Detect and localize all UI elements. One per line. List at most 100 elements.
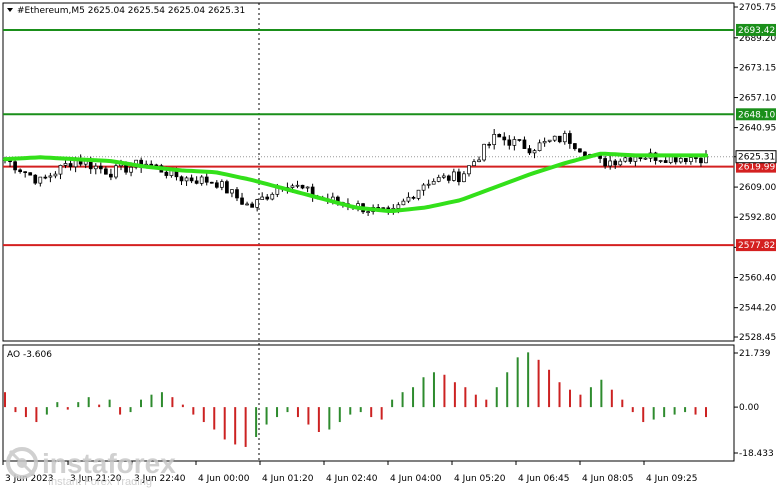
candle-body	[235, 189, 239, 199]
candle-body	[618, 160, 623, 166]
price-level-tag	[736, 239, 776, 252]
candle-body	[396, 204, 401, 209]
price-tick-label: 2640.95	[739, 124, 776, 134]
candle-body	[623, 157, 628, 162]
candle-body	[194, 180, 199, 184]
candle-body	[502, 136, 507, 141]
candle-body	[507, 139, 512, 146]
price-axis: 2705.75 2689.20 2673.15 2657.10 2640.95 2625.…	[734, 3, 776, 343]
candle-body	[305, 186, 310, 189]
candle-body	[658, 160, 663, 162]
candle-body	[683, 158, 688, 163]
candle-body	[532, 150, 537, 154]
price-levels	[3, 28, 734, 247]
candle-body	[63, 163, 68, 166]
candle-body	[694, 157, 698, 159]
candle-body	[689, 157, 693, 163]
price-tags: 2693.42 2648.10 2619.99 2577.82 2625.31	[735, 23, 777, 252]
candle-body	[245, 203, 249, 206]
time-tick-label: 3 Jun 21:20	[70, 474, 122, 484]
candle-body	[109, 173, 113, 178]
candle-body	[547, 139, 552, 142]
candle-body	[457, 171, 461, 183]
candle-body	[114, 165, 118, 178]
price-tick-label: 2528.45	[739, 333, 776, 343]
price-tick-label: 2657.10	[739, 94, 776, 104]
candle-body	[33, 174, 38, 184]
ao-histogram	[4, 352, 707, 447]
candle-body	[265, 196, 270, 200]
candle-body	[608, 160, 613, 167]
candle-body	[179, 176, 184, 182]
watermark-brand: instaforex	[42, 448, 176, 479]
time-tick-label: 3 Jun 22:40	[134, 474, 186, 484]
price-tick-label: 2592.80	[739, 213, 776, 223]
time-tick-label: 4 Jun 09:25	[646, 474, 697, 484]
candle-body	[214, 182, 219, 188]
time-tick-label: 4 Jun 01:20	[262, 474, 314, 484]
price-level-tag-label: 2619.99	[738, 163, 775, 173]
candle-body	[43, 176, 48, 179]
candle-body	[643, 157, 648, 160]
candle-body	[209, 181, 214, 184]
candle-body	[260, 196, 265, 200]
candle-body	[613, 160, 618, 166]
candle-body	[487, 143, 491, 146]
ao-axis: 21.739 0.00 -18.433	[734, 349, 774, 459]
candle-body	[164, 171, 169, 176]
price-level-tag	[736, 108, 776, 121]
candle-body	[240, 197, 244, 205]
candle-body	[416, 189, 421, 199]
time-tick-label: 4 Jun 06:45	[518, 474, 569, 484]
time-tick-label: 4 Jun 04:00	[390, 474, 442, 484]
price-level-tag	[736, 23, 776, 36]
time-tick-label: 4 Jun 08:05	[582, 474, 633, 484]
candle-body	[199, 176, 204, 184]
ao-tick-label: 21.739	[739, 349, 771, 359]
time-tick-label: 4 Jun 05:20	[454, 474, 506, 484]
collapse-triangle-icon[interactable]	[7, 8, 13, 12]
candle-body	[633, 156, 638, 162]
candle-body	[250, 203, 254, 208]
candle-body	[497, 134, 502, 138]
candle-body	[129, 166, 133, 173]
time-tick-label: 4 Jun 00:00	[198, 474, 250, 484]
candle-body	[220, 181, 224, 188]
candle-body	[411, 196, 416, 199]
candle-body	[517, 139, 522, 141]
candle-body	[184, 177, 189, 182]
candle-body	[628, 157, 633, 162]
price-tick-label: 2673.15	[739, 64, 776, 74]
candle-body	[527, 148, 532, 154]
candle-body	[562, 133, 567, 143]
candle-body	[462, 173, 466, 183]
candle-body	[426, 183, 431, 186]
candle-body	[88, 160, 93, 170]
candle-body	[557, 135, 562, 143]
candle-body	[578, 148, 582, 153]
instaforex-logo-icon	[6, 447, 38, 479]
price-level-tag-label: 2693.42	[738, 26, 775, 36]
candle-body	[542, 141, 547, 144]
candle-body	[28, 172, 33, 176]
candle-body	[58, 164, 63, 175]
candle-body	[290, 185, 295, 188]
price-tick-label: 2705.75	[739, 3, 776, 13]
candle-body	[189, 177, 194, 182]
ao-panel-frame	[2, 344, 735, 462]
ao-tick-label: 0.00	[739, 403, 759, 413]
candle-body	[225, 181, 229, 194]
candle-body	[38, 176, 43, 184]
candle-body	[13, 161, 17, 171]
instaforex-watermark: instaforex Instant Forex Trading	[6, 447, 176, 488]
current-price-tag	[735, 150, 777, 164]
candle-body	[522, 139, 527, 149]
candle-body	[436, 176, 441, 182]
candle-body	[421, 184, 426, 191]
candle-body	[68, 163, 73, 168]
ao-tick-label: -18.433	[739, 449, 774, 459]
ao-label: AO -3.606	[7, 350, 52, 360]
candle-body	[663, 160, 668, 163]
candle-body	[104, 168, 108, 175]
